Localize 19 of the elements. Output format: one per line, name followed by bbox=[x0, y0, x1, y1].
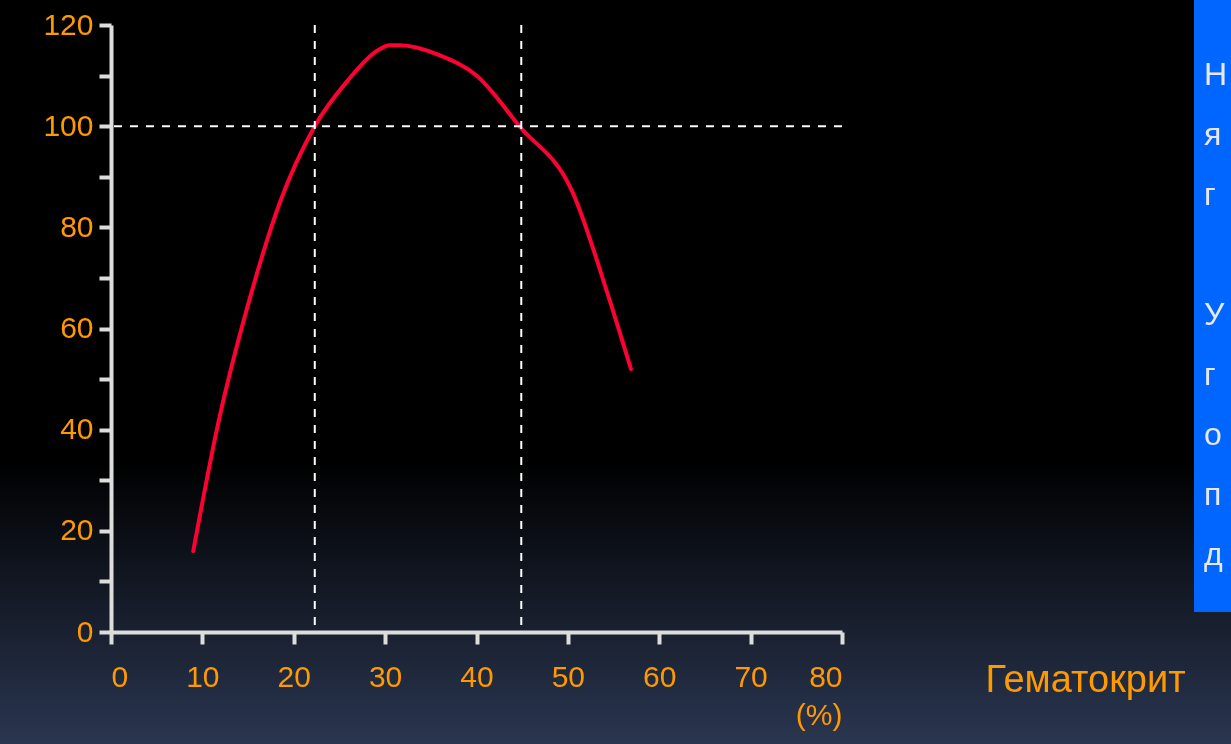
y-tick-label: 20 bbox=[60, 513, 94, 547]
x-axis-title: Гематокрит bbox=[985, 657, 1186, 700]
x-tick-label: 60 bbox=[643, 659, 677, 693]
y-tick-label: 60 bbox=[60, 311, 94, 344]
text-box: Н я г У г о п д bbox=[1194, 0, 1231, 612]
x-tick-label: 10 bbox=[186, 659, 220, 693]
line-series bbox=[191, 43, 633, 554]
y-tick-label: 0 bbox=[76, 614, 94, 648]
x-tick-label: 30 bbox=[368, 659, 403, 693]
y-tick-label: 100 bbox=[43, 108, 94, 142]
x-tick-label: 50 bbox=[551, 659, 586, 693]
x-tick-label: 70 bbox=[734, 659, 768, 693]
x-tick-label: 40 bbox=[460, 659, 494, 693]
x-tick-label: 20 bbox=[277, 659, 311, 693]
y-tick-label: 40 bbox=[60, 412, 94, 446]
y-tick-label: 80 bbox=[60, 209, 94, 243]
x-tick-label: 80 (%) bbox=[795, 659, 843, 731]
y-tick-label: 120 bbox=[43, 7, 94, 41]
x-tick-label: 0 bbox=[111, 659, 129, 693]
